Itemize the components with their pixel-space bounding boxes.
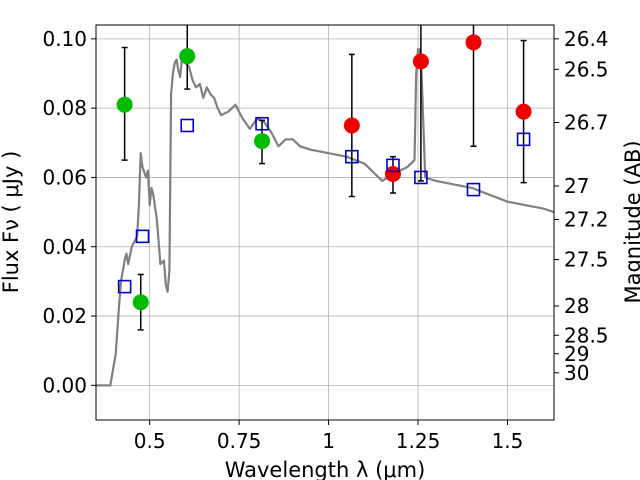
model-photometry-square — [345, 149, 359, 164]
y-tick-label: 0.10 — [42, 27, 87, 51]
y-axis-label: Flux Fν ( μJy ) — [0, 151, 23, 294]
model-photometry-square — [117, 279, 132, 294]
y-tick-label: 0.04 — [42, 235, 87, 259]
red-data-point — [384, 165, 401, 182]
right-tick-label: 30 — [564, 361, 589, 385]
x-tick-label: 1.5 — [492, 429, 524, 453]
right-tick-label: 26.7 — [564, 111, 609, 135]
model-photometry-square — [386, 158, 400, 173]
x-tick-label: 1 — [322, 429, 335, 453]
green-data-point — [254, 133, 271, 150]
plot-data — [96, 25, 554, 387]
red-data-point — [412, 53, 429, 70]
x-tick-label: 0.75 — [217, 429, 262, 453]
y-axis-right-label: Magnitude (AB) — [621, 140, 640, 303]
green-data-point — [179, 48, 196, 65]
red-data-point — [515, 103, 532, 120]
red-data-point — [465, 34, 482, 51]
red-data-point — [343, 117, 360, 134]
model-photometry-square — [135, 229, 150, 244]
right-tick-label: 28.5 — [564, 323, 609, 347]
x-tick-label: 1.25 — [396, 429, 441, 453]
right-tick-label: 28 — [564, 294, 589, 318]
y-tick-label: 0.06 — [42, 165, 87, 189]
right-tick-label: 26.4 — [564, 27, 609, 51]
right-tick-label: 27 — [564, 174, 589, 198]
sed-model-line — [96, 48, 554, 387]
y-tick-label: 0.08 — [42, 96, 87, 120]
green-data-point — [116, 96, 133, 113]
y-tick-label: 0.02 — [42, 304, 87, 328]
right-tick-label: 29 — [564, 342, 589, 366]
right-tick-label: 26.5 — [564, 57, 609, 81]
model-photometry-square — [516, 132, 531, 147]
plot-frame — [95, 24, 555, 421]
plot-area — [96, 25, 554, 387]
y-tick-label: 0.00 — [42, 373, 87, 397]
axis-ticks: 0.5 0.75 1 1.25 1.5 0.00 0.02 0.04 0.06 0.08 0.10 2… — [42, 27, 608, 453]
x-tick-label: 0.5 — [134, 429, 166, 453]
green-data-point — [132, 294, 149, 311]
right-tick-label: 27.5 — [564, 248, 609, 272]
model-photometry-square — [255, 116, 269, 131]
model-photometry-square — [414, 170, 428, 185]
model-photometry-square — [180, 118, 195, 133]
right-tick-label: 27.2 — [564, 208, 609, 232]
x-axis-label: Wavelength λ (μm) — [225, 458, 426, 480]
model-photometry-square — [466, 182, 481, 197]
